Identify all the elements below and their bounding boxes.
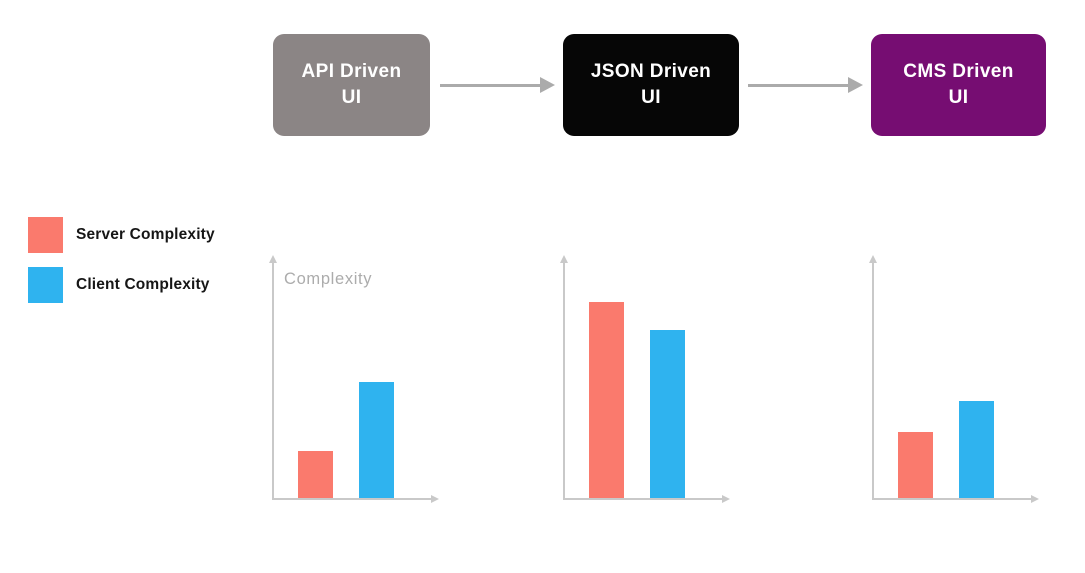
legend-item-client-complexity: Client Complexity: [28, 267, 215, 303]
server-complexity-swatch: [28, 217, 63, 253]
client-complexity-bar: [650, 330, 685, 498]
chart-cms-driven-ui: [869, 255, 1039, 503]
y-axis-line: [872, 262, 874, 500]
server-complexity-bar: [589, 302, 624, 498]
x-axis-line: [872, 498, 1032, 500]
chart-json-driven-ui: [560, 255, 730, 503]
legend-item-server-complexity: Server Complexity: [28, 217, 215, 253]
y-axis-arrow-icon: [560, 255, 568, 263]
y-axis-arrow-icon: [869, 255, 877, 263]
complexity-axis-label: Complexity: [284, 270, 373, 288]
y-axis-arrow-icon: [269, 255, 277, 263]
flow-step-label: CMS Driven UI: [903, 61, 1014, 108]
server-complexity-bar: [898, 432, 933, 498]
flow-step-cms-driven-ui-box: CMS Driven UI: [871, 34, 1046, 136]
flow-step-label: API Driven UI: [301, 61, 402, 108]
chart-api-driven-ui: Complexity: [269, 255, 439, 503]
flow-step-api-driven-ui-box: API Driven UI: [273, 34, 430, 136]
client-complexity-swatch: [28, 267, 63, 303]
flow-step-json-driven-ui-box: JSON Driven UI: [563, 34, 739, 136]
x-axis-arrow-icon: [722, 495, 730, 503]
flow-step-label: JSON Driven UI: [590, 61, 712, 108]
legend: Server Complexity Client Complexity: [28, 217, 215, 317]
client-complexity-bar: [359, 382, 394, 498]
flow-arrow-icon: [748, 77, 863, 93]
x-axis-line: [272, 498, 432, 500]
x-axis-line: [563, 498, 723, 500]
x-axis-arrow-icon: [431, 495, 439, 503]
legend-label: Client Complexity: [76, 276, 210, 293]
legend-label: Server Complexity: [76, 226, 215, 243]
flow-arrow-icon: [440, 77, 555, 93]
server-complexity-bar: [298, 451, 333, 498]
x-axis-arrow-icon: [1031, 495, 1039, 503]
client-complexity-bar: [959, 401, 994, 498]
y-axis-line: [563, 262, 565, 500]
y-axis-line: [272, 262, 274, 500]
